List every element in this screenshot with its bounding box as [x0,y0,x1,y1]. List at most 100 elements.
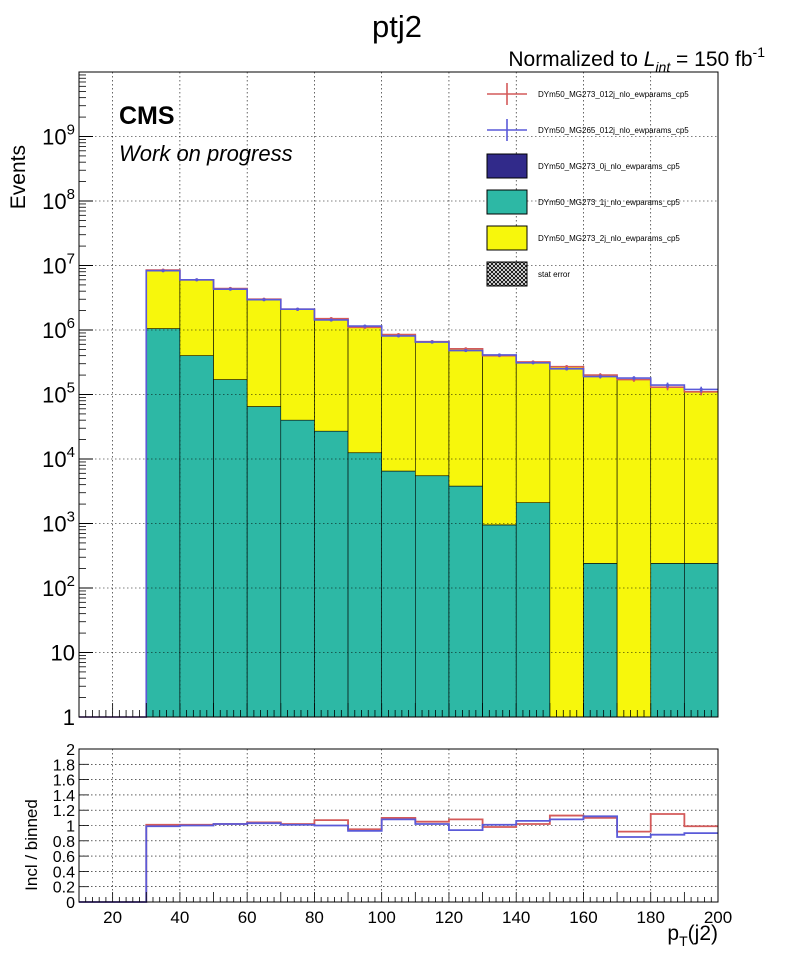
ratio-lines [79,813,718,903]
data-point [497,353,501,357]
data-point [262,298,266,302]
ratio-xticks: 20 40 60 80 100 120 140 160 180 200 [78,892,732,927]
stack-bar [583,563,618,718]
ratio-xtick-label: 100 [367,908,395,927]
legend-entry-1: DYm50_MG273_012j_nlo_ewparams_cp5 [487,83,689,105]
stack-bar [549,366,584,718]
stack-bar [515,502,551,718]
luminosity-exponent: -1 [753,44,766,60]
ytick-label-exponent: 5 [67,380,75,397]
cms-sublabel: Work on progress [119,141,293,166]
ratio-xtick-label: 180 [637,908,665,927]
x-axis-title-rest: (j2) [688,922,718,945]
stack-bar [684,391,719,564]
data-point [665,383,670,387]
stack-bar [381,334,416,472]
data-point [195,278,199,282]
data-point [363,324,367,328]
data-point [161,269,165,273]
main-ytick-label: 109 [42,122,75,150]
ratio-xtick-label: 120 [435,908,463,927]
ratio-ytick-label: 1 [66,819,75,836]
ratio-xtick-label: 60 [238,908,257,927]
main-points [79,268,718,718]
ratio-ytick-label: 0.8 [53,834,75,851]
ratio-xtick-label: 160 [569,908,597,927]
ytick-label-base: 10 [42,576,66,601]
stack-bar [515,361,551,504]
x-axis-title: pT(j2) [667,922,718,949]
stack-bar [280,419,315,718]
legend-entry-3: DYm50_MG273_0j_nlo_ewparams_cp5 [486,153,680,179]
stack-bar [583,374,618,564]
ytick-label-exponent: 2 [67,573,75,590]
main-ytick-label: 105 [42,380,75,408]
ytick-label-base: 10 [42,318,66,343]
main-ytick-label: 1 [63,705,75,730]
luminosity-prefix: Normalized to [508,48,643,71]
ytick-label-exponent: 3 [67,509,75,526]
data-point [228,287,232,291]
legend-marker-hatch [486,261,528,287]
ratio-ytick-label: 2 [66,742,75,759]
data-point [699,387,703,391]
main-ytick-label: 107 [42,251,75,279]
legend-label: DYm50_MG273_2j_nlo_ewparams_cp5 [538,234,680,243]
stack-bar [314,318,349,432]
ratio-ytick-label: 0.2 [53,880,75,897]
stack-bar [650,563,685,718]
data-point [329,318,333,322]
data-point [296,307,300,311]
ratio-ytick-label: 1.4 [53,788,75,805]
stack-bar [179,279,214,356]
legend-entry-5: DYm50_MG273_2j_nlo_ewparams_cp5 [486,225,680,251]
main-ytick-label: 10 [51,641,75,666]
points-series-2 [79,269,718,718]
legend-label: DYm50_MG273_012j_nlo_ewparams_cp5 [538,90,689,99]
ytick-label-exponent: 7 [67,251,75,268]
cms-label: CMS [119,102,175,130]
main-ytick-label: 103 [42,509,75,537]
ratio-series-1 [79,813,718,903]
stack-bar [650,386,685,564]
stack-bar [616,379,652,718]
main-ytick-label: 104 [42,444,75,472]
points-step-line [79,269,718,718]
plot-title: ptj2 [372,9,422,44]
data-point [565,367,569,371]
legend-label: DYm50_MG265_012j_nlo_ewparams_cp5 [538,126,689,135]
legend-marker-box [486,225,528,251]
luminosity-value: = 150 fb [670,48,752,71]
y-axis-title: Events [7,145,30,209]
ratio-yticks: 00.20.40.60.811.21.41.61.82 [53,742,89,912]
legend-entry-4: DYm50_MG273_1j_nlo_ewparams_cp5 [486,189,680,215]
stack-bar [280,308,315,421]
stack-bar [381,470,416,718]
ratio-xtick-label: 20 [103,908,122,927]
stack-bar [179,355,214,718]
legend-entry-6: stat error [486,261,570,287]
legend-label: stat error [538,270,570,279]
legend-entry-2: DYm50_MG265_012j_nlo_ewparams_cp5 [487,119,689,141]
x-axis-title-base: p [667,922,679,945]
ratio-y-axis-title: Incl / binned [22,799,41,891]
legend-label: DYm50_MG273_1j_nlo_ewparams_cp5 [538,198,680,207]
stack-bar [213,288,248,380]
main-ytick-label: 108 [42,186,75,214]
ytick-label-base: 10 [42,447,66,472]
ytick-label-base: 10 [42,512,66,537]
ratio-ytick-label: 0.6 [53,849,75,866]
stack-bar [347,327,382,454]
ratio-xtick-label: 140 [502,908,530,927]
luminosity-subscript: int [655,59,671,75]
stack-bar [145,269,181,329]
ytick-label-exponent: 6 [67,315,75,332]
stack-bar [448,485,483,718]
ratio-series-2 [79,815,718,903]
ratio-panel: 00.20.40.60.811.21.41.61.82 20 40 60 80 100 1… [22,742,732,949]
ytick-label-exponent: 8 [67,186,75,203]
ytick-label-base: 10 [42,383,66,408]
data-point [598,374,602,379]
